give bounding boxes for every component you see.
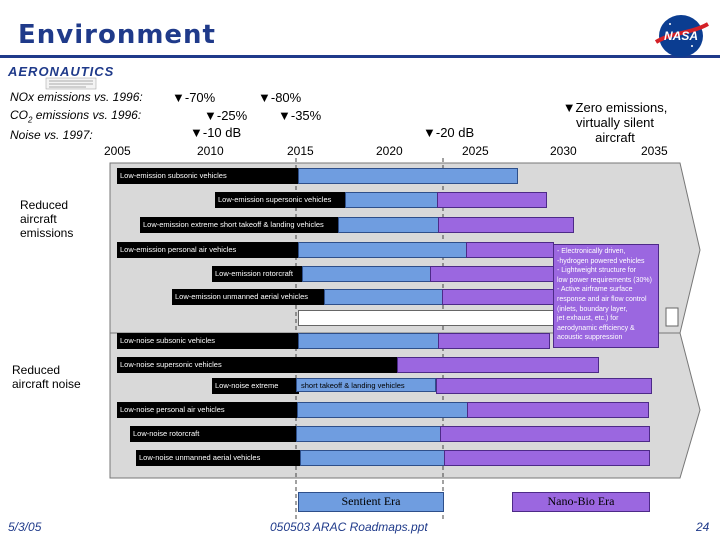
nano-bio-era-bar: [437, 192, 547, 208]
year-label: 2020: [376, 144, 403, 158]
nano-bio-era-bar: [438, 333, 550, 349]
co2-target-label: CO2 emissions vs. 1996:: [10, 108, 142, 125]
nano-bio-era-bar: [438, 217, 574, 233]
co2-2010-target: ▼-25%: [204, 108, 248, 123]
reduced-noise-label: Reduced aircraft noise: [12, 363, 81, 391]
nano-bio-era-bar: [467, 402, 649, 418]
nano-bio-era-bar: [436, 378, 652, 394]
bar-label: Low-noise subsonic vehicles: [117, 333, 301, 349]
year-label: 2015: [287, 144, 314, 158]
noise-2010-target: ▼-10 dB: [190, 125, 242, 140]
sentient-era-bar: [298, 168, 518, 184]
sentient-era-bar: [297, 402, 469, 418]
nox-target-label: NOx emissions vs. 1996:: [10, 90, 143, 104]
page-title: Environment: [18, 20, 216, 50]
year-label: 2005: [104, 144, 131, 158]
nano-bio-era-bar: [430, 266, 554, 282]
bar-label: Low-emission supersonic vehicles: [215, 192, 348, 208]
nano-bio-era-legend: Nano-Bio Era: [512, 492, 650, 512]
nox-2010-target: ▼-70%: [172, 90, 216, 105]
nano-bio-features-note: - Electronically driven, -hydrogen power…: [553, 244, 659, 348]
bar-label: short takeoff & landing vehicles: [296, 378, 436, 392]
arrow-notch: [665, 307, 679, 327]
sentient-era-bar: [296, 426, 442, 442]
bar-label: Low-emission extreme short takeoff & lan…: [140, 217, 341, 233]
svg-text:NASA: NASA: [664, 29, 698, 43]
bar-label: Low-emission rotorcraft: [212, 266, 305, 282]
year-label: 2035: [641, 144, 668, 158]
bar-label: Low-noise supersonic vehicles: [117, 357, 400, 373]
nano-bio-era-bar: [444, 450, 650, 466]
sentient-era-bar: [338, 217, 440, 233]
svg-text:AERONAUTICS: AERONAUTICS: [7, 64, 114, 79]
nano-bio-era-bar: [397, 357, 599, 373]
zero-emissions-target: ▼Zero emissions, virtually silent aircra…: [562, 100, 668, 145]
bar-label: Low-noise unmanned aerial vehicles: [136, 450, 303, 466]
year-label: 2025: [462, 144, 489, 158]
nano-bio-era-bar: [442, 289, 554, 305]
sentient-era-bar: [298, 333, 440, 349]
noise-2020-target: ▼-20 dB: [423, 125, 475, 140]
title-divider: [0, 55, 720, 58]
sentient-era-bar: [298, 242, 468, 258]
bar-label: Low-emission unmanned aerial vehicles: [172, 289, 327, 305]
footer-filename: 050503 ARAC Roadmaps.ppt: [270, 520, 428, 534]
bar-label: Low-noise rotorcraft: [130, 426, 299, 442]
bar-label: Low-emission personal air vehicles: [117, 242, 301, 258]
year-label: 2030: [550, 144, 577, 158]
year-label: 2010: [197, 144, 224, 158]
nasa-logo: NASA: [654, 15, 709, 57]
empty-bar: [298, 310, 554, 326]
page-number: 24: [696, 520, 710, 534]
bar-label: Low-emission subsonic vehicles: [117, 168, 301, 184]
reduced-emissions-label: Reduced aircraft emissions: [20, 198, 74, 240]
co2-2015-target: ▼-35%: [278, 108, 322, 123]
nox-2015-target: ▼-80%: [258, 90, 302, 105]
noise-target-label: Noise vs. 1997:: [10, 128, 93, 142]
bar-label: Low-noise extreme: [212, 378, 299, 394]
footer-date: 5/3/05: [8, 520, 42, 534]
sentient-era-bar: [345, 192, 439, 208]
nano-bio-era-bar: [440, 426, 650, 442]
sentient-era-legend: Sentient Era: [298, 492, 444, 512]
nano-bio-era-bar: [466, 242, 554, 258]
bar-label: Low-noise personal air vehicles: [117, 402, 300, 418]
aeronautics-logo: AERONAUTICS: [7, 64, 114, 90]
sentient-era-bar: [300, 450, 446, 466]
sentient-era-bar: [324, 289, 444, 305]
sentient-era-bar: [302, 266, 432, 282]
